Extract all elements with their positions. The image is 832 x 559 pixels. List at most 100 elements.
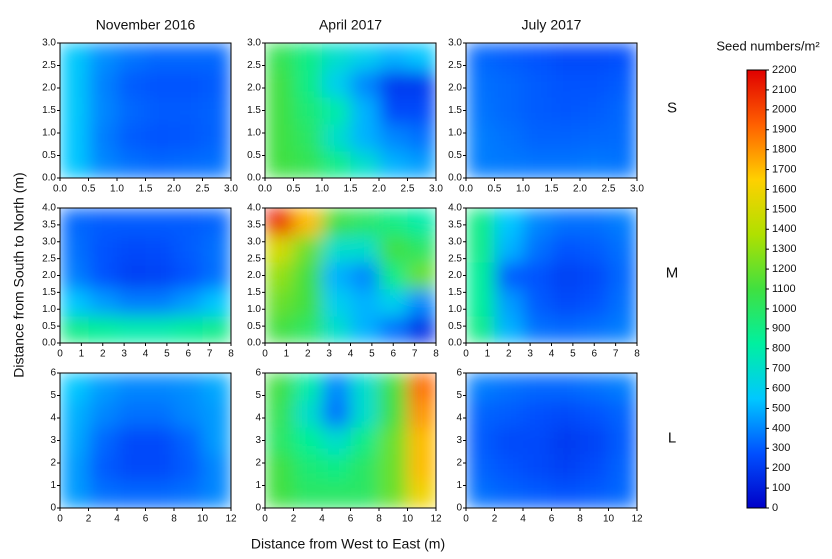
cell [145,289,175,317]
y-tick-label: 4.0 [42,203,56,214]
cell [265,316,294,343]
y-tick-label: 0.5 [247,321,261,332]
cell [145,208,175,236]
cell [265,373,294,401]
colorbar-tick-label: 700 [772,363,790,375]
y-tick-label: 2.0 [247,83,261,94]
cell [466,208,495,236]
y-tick-label: 0.5 [448,321,462,332]
y-tick-label: 3 [255,435,261,446]
colorbar-tick-label: 400 [772,422,790,434]
cell [580,97,609,125]
x-tick-label: 2.5 [196,184,210,195]
cell [551,427,581,455]
cell [407,97,436,125]
cell [494,289,524,317]
cell [551,97,581,125]
cell [174,316,203,343]
cell [466,289,495,317]
colorbar-tick-label: 2200 [772,64,796,76]
cell [265,427,294,455]
cell [265,208,294,236]
cell [265,43,294,71]
cell [379,373,408,401]
cell [88,43,118,71]
y-tick-label: 0.5 [247,150,261,161]
cell [265,124,294,152]
x-tick-label: 5 [164,349,170,360]
y-tick-label: 0.5 [448,150,462,161]
colorbar-tick-label: 1100 [772,283,796,295]
panel [60,373,231,508]
cell [551,481,581,508]
cell [608,316,637,343]
cell [466,70,495,98]
y-tick-label: 2.0 [247,270,261,281]
colorbar-tick-label: 300 [772,442,790,454]
y-tick-label: 1.0 [247,304,261,315]
cell [494,454,524,482]
y-tick-label: 2.5 [42,253,56,264]
x-tick-label: 1.0 [110,184,124,195]
y-tick-label: 0.0 [247,173,261,184]
cell [580,400,609,428]
x-tick-label: 3 [121,349,127,360]
y-tick-label: 3.0 [247,236,261,247]
cell [202,235,231,263]
x-tick-label: 0.5 [488,184,502,195]
y-tick-label: 4.0 [448,203,462,214]
panel [60,208,231,343]
cell [523,124,552,152]
x-tick-label: 2 [492,514,498,525]
cell [407,124,436,152]
cell [293,151,323,178]
y-tick-label: 2.0 [42,83,56,94]
cell [322,481,351,508]
y-tick-label: 1.5 [42,105,56,116]
column-title: July 2017 [522,17,582,33]
cell [202,373,231,401]
cell [145,70,175,98]
cell [379,262,408,290]
cell [265,400,294,428]
x-tick-label: 1.5 [545,184,559,195]
x-tick-label: 7 [613,349,619,360]
cell [174,262,203,290]
cell [322,151,351,178]
y-tick-label: 1.0 [247,128,261,139]
cell [494,400,524,428]
cell [293,481,323,508]
cell [293,427,323,455]
y-tick-label: 0.0 [42,173,56,184]
field [265,373,436,508]
cell [407,316,436,343]
cell [202,481,231,508]
cell [350,151,380,178]
cell [202,454,231,482]
cell [466,316,495,343]
cell [174,427,203,455]
x-tick-label: 1 [284,349,290,360]
cell [551,124,581,152]
cell [265,151,294,178]
y-tick-label: 2.5 [448,253,462,264]
y-tick-label: 5 [456,390,462,401]
x-tick-label: 3.0 [224,184,238,195]
cell [60,70,89,98]
x-tick-label: 2 [506,349,512,360]
colorbar-tick-label: 1200 [772,263,796,275]
cell [88,262,118,290]
cell [88,316,118,343]
cell [350,97,380,125]
y-tick-label: 3.5 [42,220,56,231]
cell [407,373,436,401]
x-tick-label: 0.0 [53,184,67,195]
cell [88,289,118,317]
cell [608,235,637,263]
x-tick-label: 3.0 [630,184,644,195]
cell [523,235,552,263]
x-tick-label: 8 [376,514,382,525]
y-tick-label: 3.0 [448,236,462,247]
cell [293,400,323,428]
y-tick-label: 1 [456,480,462,491]
